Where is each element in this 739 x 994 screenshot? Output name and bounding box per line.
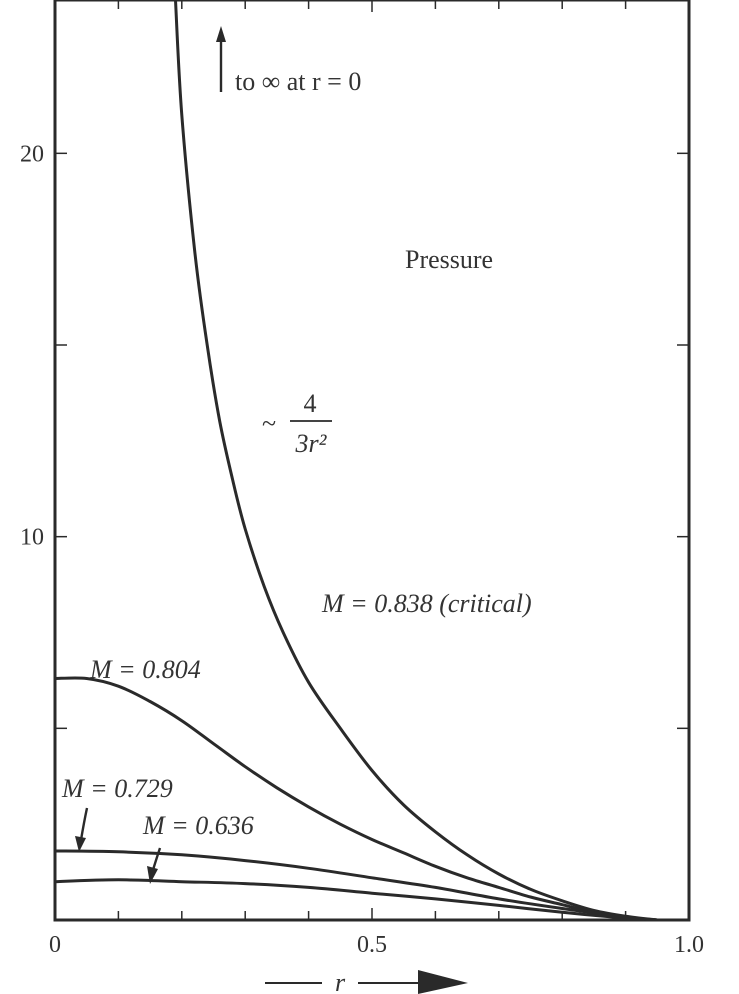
asymptote-label: ~ 4 3r² — [262, 389, 332, 458]
m636-pointer — [147, 847, 162, 884]
m636-pointer-line — [151, 847, 162, 871]
label-m838: M = 0.838 (critical) — [321, 589, 532, 618]
m636-pointer-head — [147, 866, 158, 884]
x-axis-label: r — [265, 968, 468, 994]
label-m804: M = 0.804 — [89, 655, 201, 684]
infinity-arrow-head — [216, 26, 226, 42]
curve-m838 — [174, 0, 658, 922]
m729-pointer-head — [75, 836, 86, 852]
ticks: 0 0.5 1.0 10 20 — [20, 0, 704, 958]
y-tick-label: 10 — [20, 525, 44, 551]
x-axis-label-text: r — [335, 968, 346, 994]
x-tick-label: 0.5 — [357, 932, 387, 958]
m729-pointer-line — [79, 807, 89, 841]
curve-m636 — [54, 878, 658, 922]
pressure-label: Pressure — [405, 245, 493, 274]
infinity-annotation: to ∞ at r = 0 — [216, 26, 361, 96]
label-m729: M = 0.729 — [61, 774, 173, 803]
asymptote-numerator: 4 — [304, 389, 317, 418]
curve-m729 — [54, 849, 658, 922]
asymptote-denominator: 3r² — [295, 429, 328, 458]
x-axis-arrow-head — [418, 970, 468, 994]
asymptote-tilde: ~ — [262, 409, 276, 438]
x-tick-label: 1.0 — [674, 932, 704, 958]
x-tick-label: 0 — [49, 932, 61, 958]
curves — [54, 0, 658, 922]
m729-pointer — [75, 807, 89, 852]
y-tick-label: 20 — [20, 141, 44, 167]
infinity-note: to ∞ at r = 0 — [235, 67, 361, 96]
curve-m804 — [54, 676, 658, 922]
label-m636: M = 0.636 — [142, 811, 254, 840]
